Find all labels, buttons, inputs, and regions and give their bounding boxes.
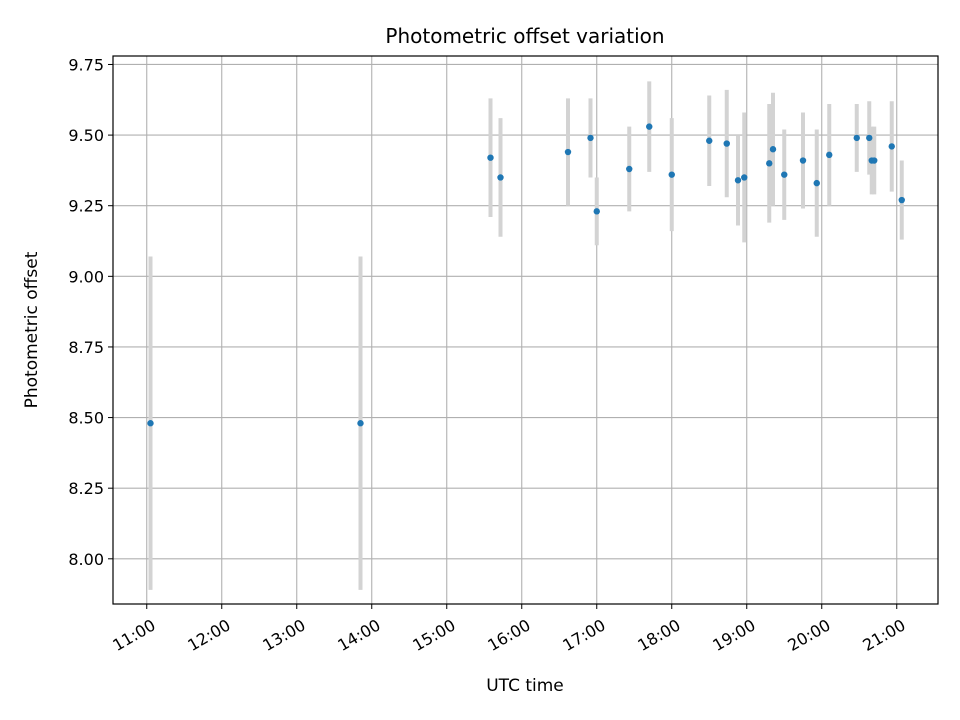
x-axis-label: UTC time bbox=[486, 676, 564, 696]
x-tick-label: 18:00 bbox=[634, 615, 683, 655]
x-tick-label: 15:00 bbox=[409, 615, 458, 655]
data-point bbox=[741, 174, 748, 181]
data-point bbox=[853, 134, 860, 142]
data-point bbox=[898, 196, 905, 204]
x-tick-label: 17:00 bbox=[559, 615, 608, 655]
x-tick-label: 11:00 bbox=[109, 615, 158, 655]
data-point bbox=[799, 157, 807, 164]
data-point bbox=[487, 154, 494, 161]
x-tick-label: 13:00 bbox=[259, 615, 308, 655]
grid-lines bbox=[113, 56, 938, 604]
x-tick-label: 12:00 bbox=[184, 615, 233, 655]
x-axis-ticks: 11:00 12:00 13:00 14:00 15:00 16:00 17:00 18:00… bbox=[109, 604, 909, 655]
x-tick-label: 20:00 bbox=[784, 615, 833, 655]
data-point bbox=[668, 171, 675, 178]
data-point bbox=[734, 177, 742, 184]
error-bars bbox=[148, 81, 904, 590]
data-points bbox=[147, 123, 905, 427]
data-point bbox=[813, 179, 820, 187]
data-point bbox=[706, 137, 713, 144]
data-point bbox=[497, 174, 504, 181]
data-point bbox=[871, 157, 878, 164]
x-tick-label: 14:00 bbox=[334, 615, 383, 655]
data-point bbox=[357, 420, 364, 427]
data-point bbox=[147, 420, 154, 427]
data-point bbox=[781, 171, 788, 178]
y-axis-ticks: 8.00 8.25 8.50 8.75 9.00 9.25 9.50 9.75 bbox=[68, 55, 113, 569]
data-point bbox=[866, 134, 873, 142]
y-tick-label: 9.25 bbox=[68, 197, 104, 216]
data-point bbox=[769, 146, 777, 153]
x-tick-label: 21:00 bbox=[859, 615, 908, 655]
y-tick-label: 8.25 bbox=[68, 479, 104, 498]
data-point bbox=[826, 151, 833, 159]
data-point bbox=[888, 143, 895, 150]
data-point bbox=[564, 148, 572, 156]
data-point bbox=[587, 134, 594, 142]
data-point bbox=[593, 208, 600, 215]
chart-title: Photometric offset variation bbox=[385, 24, 664, 48]
y-tick-label: 9.50 bbox=[68, 126, 104, 145]
plot-frame bbox=[112, 55, 939, 605]
x-tick-label: 19:00 bbox=[709, 615, 758, 655]
y-tick-label: 8.50 bbox=[68, 409, 104, 428]
data-point bbox=[646, 123, 653, 130]
data-point bbox=[766, 160, 773, 167]
y-axis-label: Photometric offset bbox=[22, 251, 42, 408]
x-tick-label: 16:00 bbox=[484, 615, 533, 655]
data-point bbox=[626, 165, 633, 173]
y-tick-label: 9.00 bbox=[68, 267, 104, 286]
y-tick-label: 8.75 bbox=[68, 338, 104, 357]
data-point bbox=[723, 140, 730, 147]
y-tick-label: 8.00 bbox=[68, 550, 104, 569]
y-tick-label: 9.75 bbox=[68, 55, 104, 74]
